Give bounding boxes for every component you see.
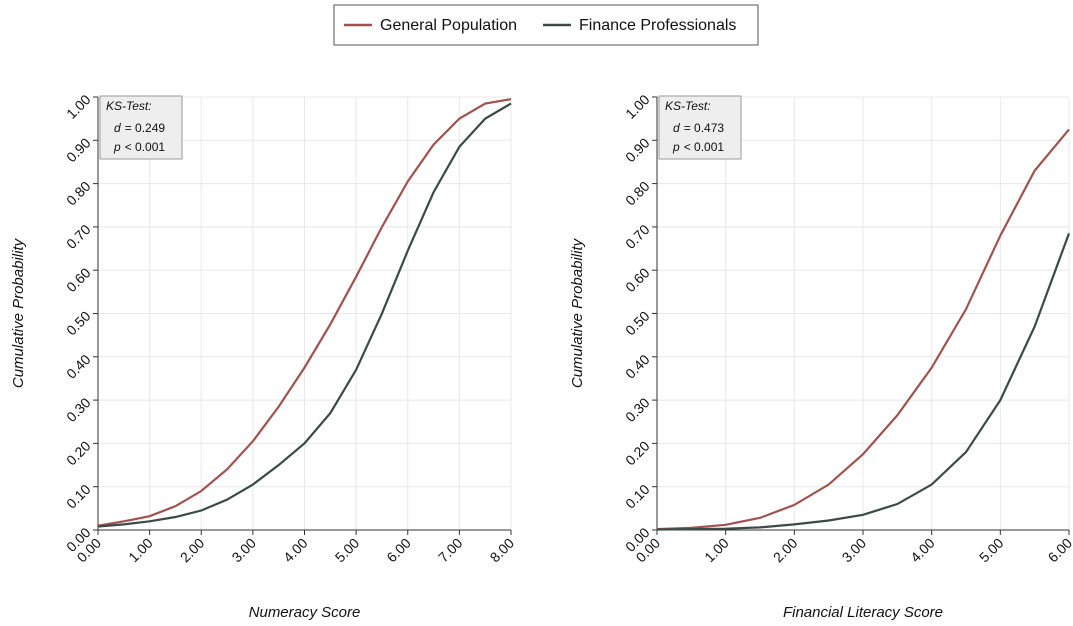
annotation-stat: p	[672, 140, 680, 154]
y-tick-label: 0.20	[63, 438, 94, 469]
line-series	[97, 102, 512, 528]
x-tick-label: 7.00	[435, 535, 466, 566]
y-tick-label: 0.30	[622, 394, 653, 425]
x-tick-label: 4.00	[907, 535, 938, 566]
x-tick-label: 2.00	[177, 535, 208, 566]
annotation-line: p < 0.001	[672, 140, 724, 154]
x-tick-label: 4.00	[280, 535, 311, 566]
annotation-title: KS-Test:	[665, 99, 711, 113]
x-tick-label: 5.00	[976, 535, 1007, 566]
y-tick-label: 0.70	[622, 221, 653, 252]
y-tick-label: 0.40	[622, 351, 653, 382]
annotation-line: p < 0.001	[113, 140, 165, 154]
y-tick-label: 1.00	[622, 91, 653, 122]
x-tick-label: 6.00	[1045, 535, 1073, 566]
line-series	[656, 233, 1071, 531]
annotation-box	[99, 95, 183, 160]
y-tick-label: 0.10	[622, 481, 653, 512]
y-tick-label: 0.80	[622, 178, 653, 209]
annotation-text: < 0.001	[684, 140, 725, 154]
x-axis-label: Numeracy Score	[249, 604, 361, 621]
annotation-stat: p	[113, 140, 121, 154]
y-tick-label: 0.50	[622, 308, 653, 339]
y-axis-label: Cumulative Probability	[569, 237, 586, 388]
annotation-stat: d	[673, 121, 680, 135]
annotation-box	[658, 95, 742, 160]
x-tick-label: 3.00	[839, 535, 870, 566]
annotation-stat: d	[114, 121, 121, 135]
x-tick-label: 5.00	[332, 535, 363, 566]
annotation-text: = 0.473	[684, 121, 725, 135]
y-tick-label: 0.90	[63, 134, 94, 165]
legend-label: General Population	[380, 17, 517, 34]
x-axis-label: Financial Literacy Score	[783, 604, 943, 621]
annotation-title: KS-Test:	[106, 99, 152, 113]
x-tick-label: 6.00	[383, 535, 414, 566]
y-tick-label: 0.70	[63, 221, 94, 252]
y-axis-label: Cumulative Probability	[10, 237, 27, 388]
y-tick-label: 0.90	[622, 134, 653, 165]
y-tick-label: 1.00	[63, 91, 94, 122]
y-tick-label: 0.40	[63, 351, 94, 382]
legend-label: Finance Professionals	[579, 17, 736, 34]
line-series	[97, 98, 512, 527]
y-tick-label: 0.50	[63, 308, 94, 339]
annotation-text: = 0.249	[125, 121, 166, 135]
annotation-line: d = 0.473	[673, 121, 724, 135]
line-series	[656, 128, 1070, 531]
x-tick-label: 2.00	[770, 535, 801, 566]
x-tick-label: 1.00	[125, 535, 156, 566]
y-tick-label: 0.10	[63, 481, 94, 512]
x-tick-label: 8.00	[487, 535, 518, 566]
annotation-text: < 0.001	[125, 140, 166, 154]
y-tick-label: 0.20	[622, 438, 653, 469]
y-tick-label: 0.60	[63, 264, 94, 295]
x-tick-label: 3.00	[228, 535, 259, 566]
y-tick-label: 0.80	[63, 178, 94, 209]
y-tick-label: 0.60	[622, 264, 653, 295]
y-tick-label: 0.30	[63, 394, 94, 425]
x-tick-label: 1.00	[701, 535, 732, 566]
annotation-line: d = 0.249	[114, 121, 165, 135]
